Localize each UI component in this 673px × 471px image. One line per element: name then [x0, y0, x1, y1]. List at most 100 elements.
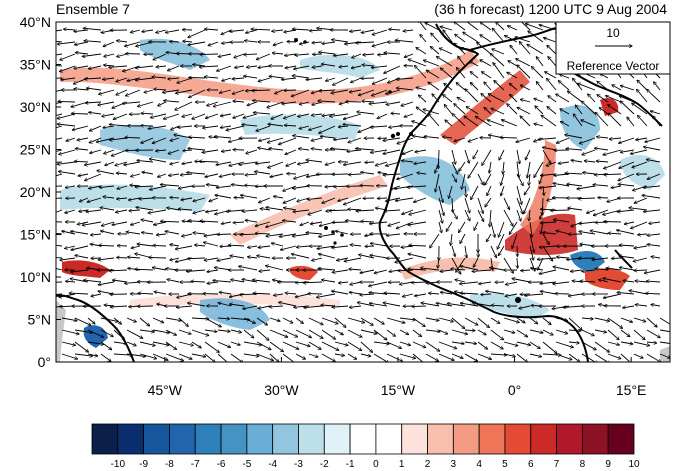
wind-vector-arrow — [568, 330, 581, 331]
wind-vector-arrow — [516, 59, 531, 67]
wind-vector-arrow — [494, 81, 505, 91]
wind-vector-arrow — [180, 174, 193, 175]
wind-vector-arrow — [579, 231, 596, 235]
wind-vector-arrow — [542, 149, 551, 164]
wind-vector-arrow — [230, 256, 245, 259]
wind-vector-arrow — [407, 186, 427, 187]
wind-vector-arrow — [583, 173, 596, 175]
wind-vector-arrow — [298, 113, 310, 117]
wind-vector-arrow — [136, 77, 154, 80]
wind-vector-arrow — [332, 269, 349, 272]
wind-vector-arrow — [97, 171, 115, 175]
wind-vector-arrow — [593, 209, 609, 215]
lon-tick-label: 30°W — [264, 382, 299, 398]
wind-vector-arrow — [182, 161, 193, 164]
wind-vector-arrow — [255, 221, 271, 226]
wind-vector-arrow — [482, 149, 492, 165]
wind-vector-arrow — [489, 161, 491, 173]
wind-vector-arrow — [75, 149, 89, 151]
wind-vector-arrow — [193, 209, 206, 213]
wind-vector-arrow — [597, 137, 609, 138]
wind-vector-arrow — [535, 106, 544, 115]
wind-vector-arrow — [56, 89, 63, 92]
wind-vector-arrow — [234, 53, 245, 58]
wind-vector-arrow — [103, 41, 115, 46]
wind-vector-arrow — [87, 317, 95, 324]
wind-vector-arrow — [419, 95, 427, 103]
wind-vector-arrow — [299, 41, 310, 44]
wind-vector-arrow — [414, 197, 427, 202]
wind-vector-arrow — [181, 197, 193, 200]
wind-vector-arrow — [620, 101, 635, 115]
wind-vector-arrow — [464, 197, 470, 213]
wind-vector-arrow — [443, 30, 453, 43]
wind-vector-arrow — [312, 66, 323, 67]
wind-vector-arrow — [334, 137, 349, 140]
wind-vector-arrow — [563, 306, 583, 308]
colorbar-swatch — [246, 423, 274, 455]
longitude-axis: 45°W 30°W 15°W 0° 15°E — [148, 357, 646, 398]
wind-vector-arrow — [285, 65, 297, 68]
wind-vector-arrow — [539, 25, 557, 31]
wind-vector-arrow — [64, 29, 76, 30]
wind-vector-arrow — [56, 293, 63, 295]
wind-vector-arrow — [508, 26, 518, 31]
wind-vector-arrow — [330, 113, 349, 116]
wind-vector-arrow — [546, 161, 557, 166]
wind-vector-arrow — [647, 234, 661, 235]
wind-vector-arrow — [593, 185, 609, 186]
wind-vector-arrow — [521, 270, 531, 271]
colorbar-swatch — [478, 423, 506, 455]
wind-vector-arrow — [245, 41, 258, 42]
wind-vector-arrow — [512, 233, 518, 248]
wind-vector-arrow — [188, 258, 206, 259]
wind-vector-arrow — [245, 185, 258, 186]
wind-vector-arrow — [400, 281, 414, 284]
wind-vector-arrow — [460, 281, 479, 284]
colorbar-swatch — [91, 423, 119, 455]
wind-vector-arrow — [207, 101, 219, 106]
wind-vector-arrow — [344, 161, 362, 165]
wind-vector-arrow — [347, 329, 362, 337]
wind-vector-arrow — [425, 317, 439, 321]
wind-vector-arrow — [485, 197, 492, 207]
wind-vector-arrow — [113, 317, 121, 324]
wind-vector-arrow — [126, 232, 141, 235]
wind-vector-arrow — [251, 29, 271, 30]
wind-vector-arrow — [438, 221, 442, 233]
wind-vector-arrow — [90, 149, 102, 153]
wind-vector-arrow — [416, 48, 427, 55]
wind-vector-arrow — [152, 268, 167, 271]
wind-vector-arrow — [519, 42, 531, 55]
wind-vector-arrow — [56, 40, 63, 43]
wind-vector-arrow — [292, 29, 310, 30]
wind-vector-arrow — [383, 149, 401, 154]
wind-vector-arrow — [528, 31, 544, 43]
colorbar-swatch — [504, 423, 532, 455]
wind-vector-arrow — [183, 41, 193, 42]
wind-vector-arrow — [594, 329, 606, 332]
wind-vector-arrow — [582, 270, 596, 271]
wind-vector-arrow — [598, 198, 609, 199]
wind-vector-arrow — [516, 161, 519, 178]
colorbar-label: 3 — [451, 459, 457, 470]
wind-vector-arrow — [243, 317, 255, 323]
wind-vectors — [56, 22, 670, 362]
wind-vector-arrow — [230, 304, 245, 307]
wind-vector-arrow — [451, 173, 457, 182]
wind-vector-arrow — [396, 78, 414, 79]
wind-vector-arrow — [244, 76, 258, 79]
wind-vector-arrow — [490, 221, 495, 237]
wind-vector-arrow — [65, 186, 76, 188]
wind-vector-arrow — [335, 231, 349, 235]
wind-vector-arrow — [555, 317, 567, 321]
wind-vector-arrow — [167, 279, 180, 283]
wind-vector-arrow — [136, 65, 154, 68]
wind-vector-arrow — [424, 136, 440, 138]
wind-vector-arrow — [233, 222, 245, 223]
wind-vector-arrow — [164, 101, 180, 102]
wind-vector-arrow — [131, 221, 141, 225]
colorbar-swatch — [298, 423, 325, 455]
wind-vector-arrow — [579, 137, 596, 144]
wind-vector-arrow — [226, 210, 245, 212]
